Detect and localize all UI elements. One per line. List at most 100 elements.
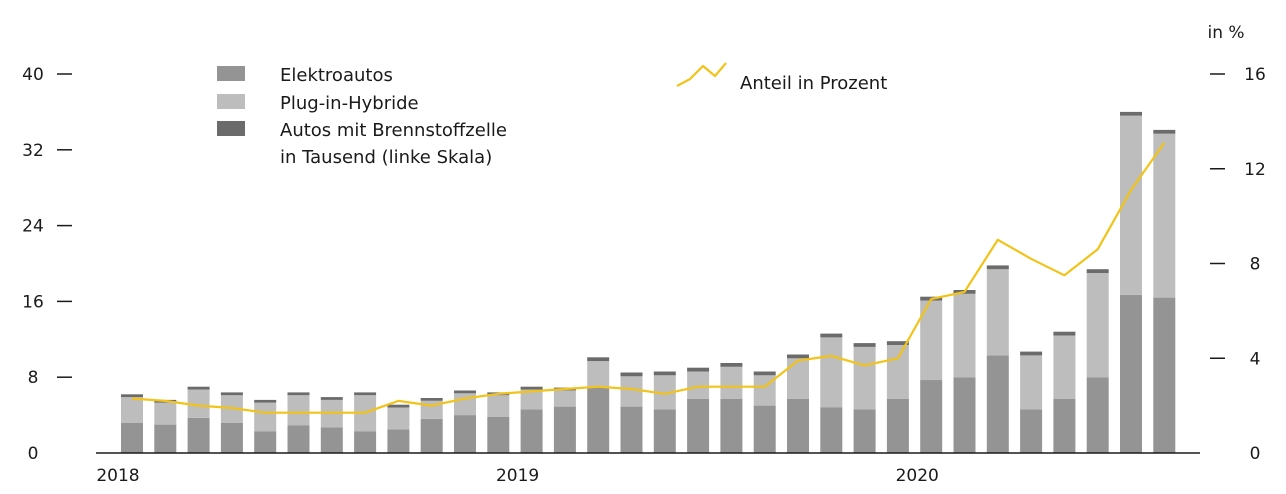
bar-plug-in-hybride-20 bbox=[787, 358, 809, 399]
bar-brennstoffzelle-4 bbox=[254, 399, 277, 403]
right-tick-label-0: 0 bbox=[1250, 444, 1261, 464]
bar-elektroautos-27 bbox=[1020, 409, 1043, 453]
bar-elektroautos-16 bbox=[653, 409, 676, 453]
bar-brennstoffzelle-19 bbox=[753, 371, 776, 376]
bar-plug-in-hybride-22 bbox=[853, 346, 876, 410]
right-tick-label-16: 16 bbox=[1244, 65, 1266, 85]
bar-brennstoffzelle-9 bbox=[420, 398, 443, 401]
bar-plug-in-hybride-26 bbox=[986, 269, 1009, 356]
bar-plug-in-hybride-5 bbox=[287, 395, 310, 426]
bar-elektroautos-7 bbox=[354, 431, 377, 453]
left-tick-label-0: 0 bbox=[28, 444, 39, 464]
bar-elektroautos-10 bbox=[454, 415, 476, 453]
bar-plug-in-hybride-31 bbox=[1153, 133, 1176, 298]
bar-elektroautos-1 bbox=[154, 424, 177, 453]
bar-elektroautos-31 bbox=[1153, 297, 1176, 453]
legend-label-elektroautos: Elektroautos bbox=[280, 65, 393, 86]
bar-plug-in-hybride-24 bbox=[920, 300, 943, 381]
bars-group bbox=[121, 111, 1176, 453]
bar-brennstoffzelle-26 bbox=[986, 265, 1009, 270]
bar-brennstoffzelle-22 bbox=[853, 343, 876, 347]
bar-brennstoffzelle-18 bbox=[720, 363, 743, 367]
share-line bbox=[131, 142, 1166, 414]
bar-brennstoffzelle-2 bbox=[187, 386, 210, 390]
bar-brennstoffzelle-12 bbox=[520, 386, 543, 390]
bar-brennstoffzelle-8 bbox=[387, 404, 410, 408]
bar-elektroautos-15 bbox=[620, 406, 643, 453]
bar-elektroautos-0 bbox=[121, 422, 143, 453]
bar-brennstoffzelle-31 bbox=[1153, 129, 1176, 134]
left-tick-label-16: 16 bbox=[22, 292, 44, 312]
bar-plug-in-hybride-1 bbox=[154, 402, 177, 425]
legend-swatch-elektroautos bbox=[217, 66, 245, 81]
left-tick-label-40: 40 bbox=[22, 65, 44, 85]
bar-elektroautos-6 bbox=[320, 427, 343, 453]
bar-elektroautos-8 bbox=[387, 429, 410, 453]
x-label-2018: 2018 bbox=[96, 466, 139, 486]
bar-elektroautos-13 bbox=[553, 406, 576, 453]
bar-elektroautos-9 bbox=[420, 418, 443, 453]
bar-elektroautos-14 bbox=[587, 386, 610, 453]
right-axis: 0 4 8 12 16 bbox=[1210, 65, 1266, 464]
bar-brennstoffzelle-30 bbox=[1120, 111, 1142, 116]
bar-brennstoffzelle-7 bbox=[354, 392, 377, 396]
bar-brennstoffzelle-14 bbox=[587, 357, 610, 362]
bar-brennstoffzelle-20 bbox=[787, 354, 809, 359]
bar-brennstoffzelle-0 bbox=[121, 394, 143, 398]
x-label-2019: 2019 bbox=[496, 466, 539, 486]
legend-label-plug-in-hybride: Plug-in-Hybride bbox=[280, 93, 419, 114]
bar-elektroautos-30 bbox=[1120, 294, 1142, 453]
bar-plug-in-hybride-13 bbox=[553, 390, 576, 407]
bar-elektroautos-29 bbox=[1086, 377, 1109, 453]
bar-elektroautos-24 bbox=[920, 380, 943, 453]
bar-elektroautos-19 bbox=[753, 405, 776, 453]
bar-plug-in-hybride-29 bbox=[1086, 273, 1109, 378]
legend: Elektroautos Plug-in-Hybride Autos mit B… bbox=[217, 62, 887, 168]
right-tick-label-12: 12 bbox=[1244, 160, 1266, 180]
bar-elektroautos-26 bbox=[986, 355, 1009, 453]
bar-plug-in-hybride-15 bbox=[620, 376, 643, 407]
bar-plug-in-hybride-18 bbox=[720, 366, 743, 399]
bar-plug-in-hybride-30 bbox=[1120, 115, 1142, 295]
left-axis: 0 8 16 24 32 40 bbox=[22, 65, 72, 464]
bar-plug-in-hybride-23 bbox=[886, 345, 909, 399]
bar-plug-in-hybride-8 bbox=[387, 407, 410, 430]
bar-elektroautos-23 bbox=[886, 399, 909, 453]
bar-elektroautos-22 bbox=[853, 409, 876, 453]
bar-brennstoffzelle-29 bbox=[1086, 269, 1109, 273]
x-axis-labels: 2018 2019 2020 bbox=[96, 466, 938, 486]
bar-elektroautos-11 bbox=[487, 417, 510, 453]
bar-plug-in-hybride-17 bbox=[687, 371, 710, 399]
bar-elektroautos-25 bbox=[953, 377, 976, 453]
left-tick-label-24: 24 bbox=[22, 217, 44, 237]
bar-elektroautos-17 bbox=[687, 399, 710, 453]
bar-brennstoffzelle-17 bbox=[687, 367, 710, 372]
bar-brennstoffzelle-21 bbox=[820, 333, 843, 338]
bar-elektroautos-4 bbox=[254, 431, 277, 453]
bar-plug-in-hybride-11 bbox=[487, 395, 510, 417]
legend-swatch-plug-in-hybride bbox=[217, 94, 245, 109]
bar-plug-in-hybride-2 bbox=[187, 389, 210, 418]
legend-label-unit: in Tausend (linke Skala) bbox=[280, 147, 492, 168]
bar-brennstoffzelle-27 bbox=[1020, 351, 1043, 356]
legend-label-brennstoffzelle: Autos mit Brennstoffzelle bbox=[280, 120, 507, 141]
bar-elektroautos-21 bbox=[820, 407, 843, 453]
bar-brennstoffzelle-15 bbox=[620, 372, 643, 377]
bar-plug-in-hybride-28 bbox=[1053, 335, 1076, 399]
bar-brennstoffzelle-16 bbox=[653, 371, 676, 376]
right-axis-unit: in % bbox=[1207, 23, 1244, 43]
bar-elektroautos-28 bbox=[1053, 399, 1076, 453]
legend-line-swatch bbox=[676, 62, 727, 87]
bar-plug-in-hybride-12 bbox=[520, 389, 543, 410]
x-label-2020: 2020 bbox=[896, 466, 939, 486]
right-tick-label-8: 8 bbox=[1250, 255, 1261, 275]
bar-plug-in-hybride-16 bbox=[653, 375, 676, 410]
bar-plug-in-hybride-4 bbox=[254, 402, 277, 432]
bar-plug-in-hybride-0 bbox=[121, 397, 143, 423]
legend-swatch-brennstoffzelle bbox=[217, 121, 245, 136]
bar-plug-in-hybride-25 bbox=[953, 293, 976, 378]
bar-brennstoffzelle-5 bbox=[287, 392, 310, 396]
right-tick-label-4: 4 bbox=[1250, 349, 1261, 369]
bar-elektroautos-2 bbox=[187, 417, 210, 453]
